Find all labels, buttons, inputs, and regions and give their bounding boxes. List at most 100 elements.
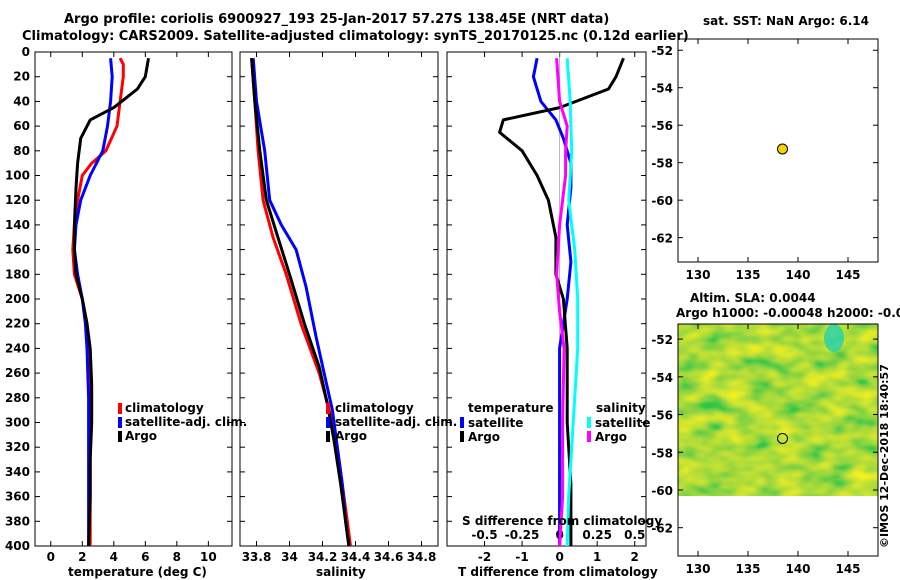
x-tick-label: 10 bbox=[200, 550, 217, 564]
lat-tick-label: -56 bbox=[651, 409, 673, 423]
depth-tick-label: 40 bbox=[13, 94, 30, 108]
diff-legend-t-argo: Argo bbox=[468, 430, 500, 444]
series-s-argo bbox=[555, 58, 569, 547]
series-t-argo bbox=[498, 57, 625, 546]
lon-tick-label: 135 bbox=[735, 562, 760, 576]
depth-tick-label: 60 bbox=[13, 119, 30, 133]
legend-swatch-t-argo bbox=[460, 431, 464, 442]
x-tick-label: 0 bbox=[47, 550, 55, 564]
diff-legend-s-satellite: satellite bbox=[595, 416, 650, 430]
legend-swatch-climatology bbox=[326, 403, 330, 414]
salinity-axis-label: salinity bbox=[316, 565, 366, 579]
depth-tick-label: 200 bbox=[5, 292, 30, 306]
legend-swatch-s-satellite bbox=[587, 417, 591, 428]
x-tick-label: -2 bbox=[478, 550, 491, 564]
difference-axis-label: T difference from climatology bbox=[458, 565, 658, 579]
depth-tick-label: 360 bbox=[5, 490, 30, 504]
title-line1: Argo profile: coriolis 6900927_193 25-Ja… bbox=[64, 12, 610, 27]
sla-map-title-2: Argo h1000: -0.00048 h2000: -0.013 bbox=[676, 306, 900, 320]
lat-tick-label: -60 bbox=[651, 194, 673, 208]
series-satellite-adj-clim- bbox=[72, 58, 114, 546]
temp-legend-argo: Argo bbox=[125, 429, 157, 443]
series-argo bbox=[72, 57, 150, 547]
s-tick-label: 0.5 bbox=[624, 528, 645, 542]
sla-map-title-1: Altim. SLA: 0.0044 bbox=[690, 291, 816, 305]
panel-temperature: 0204060801001201401601802002202402602803… bbox=[5, 45, 233, 564]
x-tick-label: 1 bbox=[593, 550, 601, 564]
lat-tick-label: -60 bbox=[651, 484, 673, 498]
depth-tick-label: 320 bbox=[5, 440, 30, 454]
legend-swatch-satellite bbox=[326, 417, 330, 428]
x-tick-label: 2 bbox=[631, 550, 639, 564]
x-tick-label: 34.8 bbox=[407, 550, 437, 564]
plot-frame bbox=[446, 51, 647, 547]
s-tick-label: 0.25 bbox=[582, 528, 612, 542]
argo-location-marker bbox=[777, 143, 788, 155]
sal-legend-satellite: satellite-adj. clim. bbox=[335, 415, 457, 429]
diff-legend-salinity-title: salinity bbox=[596, 401, 646, 415]
series-s-satellite bbox=[565, 58, 580, 547]
sst-frame bbox=[677, 38, 879, 263]
sla-field bbox=[678, 324, 878, 496]
x-tick-label: 8 bbox=[173, 550, 181, 564]
depth-tick-label: 20 bbox=[13, 70, 30, 84]
lat-tick-label: -62 bbox=[651, 522, 673, 536]
temperature-legend: climatology satellite-adj. clim. Argo bbox=[118, 401, 247, 443]
lat-tick-label: -58 bbox=[651, 157, 673, 171]
salinity-legend: climatology satellite-adj. clim. Argo bbox=[326, 401, 457, 443]
lon-tick-label: 135 bbox=[735, 268, 760, 282]
depth-tick-label: 300 bbox=[5, 416, 30, 430]
lat-tick-label: -52 bbox=[651, 333, 673, 347]
lat-tick-label: -62 bbox=[651, 232, 673, 246]
x-tick-label: 34.6 bbox=[374, 550, 404, 564]
x-tick-label: 34 bbox=[281, 550, 298, 564]
depth-tick-label: 100 bbox=[5, 169, 30, 183]
s-tick-label: -0.5 bbox=[471, 528, 497, 542]
panel-salinity: 33.8 34 34.2 34.4 34.6 34.8 bbox=[239, 51, 439, 564]
lon-tick-label: 145 bbox=[835, 562, 860, 576]
lat-tick-label: -52 bbox=[651, 44, 673, 58]
depth-tick-label: 120 bbox=[5, 193, 30, 207]
x-tick-label: 33.8 bbox=[242, 550, 272, 564]
title-line2: Climatology: CARS2009. Satellite-adjuste… bbox=[22, 29, 689, 44]
depth-tick-label: 160 bbox=[5, 243, 30, 257]
credit-text: ©IMOS 12-Dec-2018 18:40:57 bbox=[878, 364, 891, 548]
lon-tick-label: 145 bbox=[835, 268, 860, 282]
lon-tick-label: 130 bbox=[685, 562, 710, 576]
legend-swatch-satellite bbox=[118, 417, 122, 428]
depth-tick-label: 80 bbox=[13, 144, 30, 158]
s-difference-axis-label: S difference from climatology bbox=[462, 514, 662, 528]
temperature-axis-label: temperature (deg C) bbox=[68, 565, 207, 579]
lat-tick-label: -58 bbox=[651, 446, 673, 460]
sal-legend-argo: Argo bbox=[335, 429, 367, 443]
lat-tick-label: -56 bbox=[651, 119, 673, 133]
legend-swatch-t-satellite bbox=[460, 417, 464, 428]
series-climatology bbox=[250, 58, 352, 547]
depth-tick-label: 180 bbox=[5, 267, 30, 281]
legend-swatch-argo bbox=[326, 431, 330, 442]
panel-difference: -2 -1 0 1 2-0.5 -0.25 0 0.25 0.5 bbox=[446, 51, 647, 564]
diff-legend-s-argo: Argo bbox=[595, 430, 627, 444]
x-tick-label: -1 bbox=[515, 550, 528, 564]
depth-tick-label: 260 bbox=[5, 366, 30, 380]
depth-tick-label: 240 bbox=[5, 341, 30, 355]
lon-tick-label: 140 bbox=[785, 562, 810, 576]
x-tick-label: 34.4 bbox=[341, 550, 371, 564]
sla-cyan-patch bbox=[824, 324, 844, 352]
depth-tick-label: 140 bbox=[5, 218, 30, 232]
plot-frame bbox=[34, 51, 233, 547]
x-tick-label: 2 bbox=[78, 550, 86, 564]
legend-swatch-climatology bbox=[118, 403, 122, 414]
depth-tick-label: 380 bbox=[5, 514, 30, 528]
argo-location-marker bbox=[777, 432, 788, 444]
diff-legend-temperature-title: temperature bbox=[468, 401, 553, 415]
depth-tick-label: 400 bbox=[5, 539, 30, 553]
series-climatology bbox=[71, 57, 125, 546]
legend-swatch-argo bbox=[118, 431, 122, 442]
sst-map-title: sat. SST: NaN Argo: 6.14 bbox=[703, 14, 869, 28]
sla-map: -52 -54 -56 -58 -60 -62 130 135 140 145 bbox=[651, 323, 879, 576]
diff-legend-t-satellite: satellite bbox=[468, 416, 523, 430]
lat-tick-label: -54 bbox=[651, 371, 673, 385]
lon-tick-label: 140 bbox=[785, 268, 810, 282]
